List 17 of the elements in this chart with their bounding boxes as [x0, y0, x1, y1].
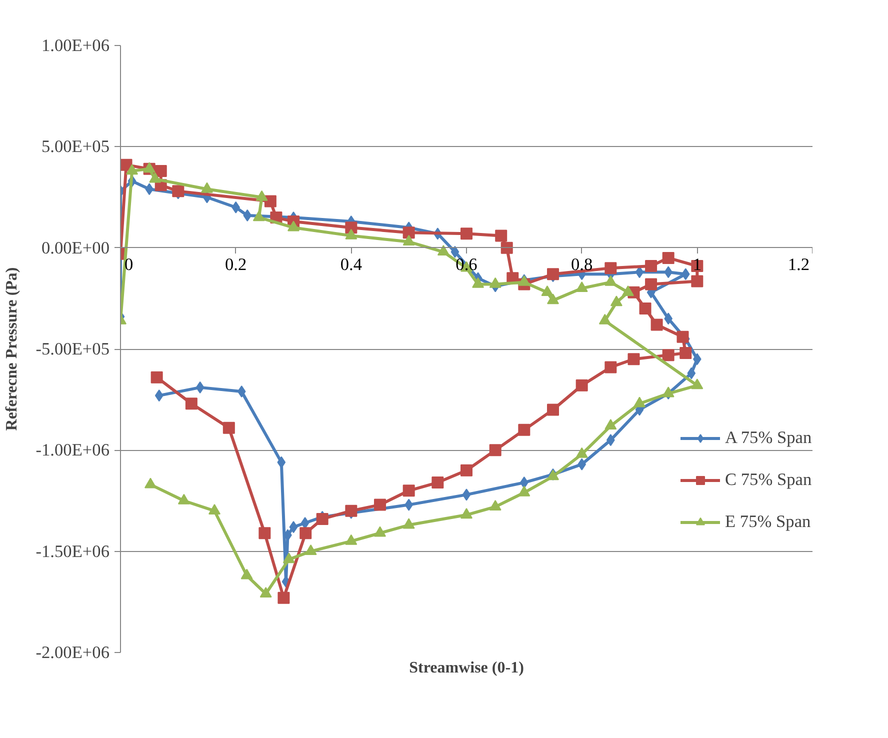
x-tick-label: 1.2 [788, 254, 810, 274]
y-tick-label: -5.00E+05 [36, 340, 110, 358]
y-tick-label: -1.00E+06 [36, 440, 110, 460]
x-axis-title: Streamwise (0-1) [409, 660, 524, 676]
legend-label: A 75% Span [725, 428, 812, 448]
y-tick-label: -2.00E+06 [36, 643, 110, 662]
x-tick-label: 1 [692, 254, 702, 274]
y-axis-title: Referecne Pressure (Pa) [4, 267, 21, 431]
y-tick-label: 1.00E+06 [41, 36, 110, 55]
y-tick-label: 0.00E+00 [41, 238, 110, 258]
legend-label: C 75% Span [725, 470, 812, 490]
x-tick-label: 0.2 [225, 254, 247, 274]
x-tick-label: 0.8 [571, 254, 593, 274]
y-tick-label: 5.00E+05 [41, 137, 110, 156]
x-tick-label: 0.4 [340, 254, 362, 274]
y-tick-label: -1.50E+06 [36, 542, 110, 561]
legend-label: E 75% Span [725, 512, 811, 532]
